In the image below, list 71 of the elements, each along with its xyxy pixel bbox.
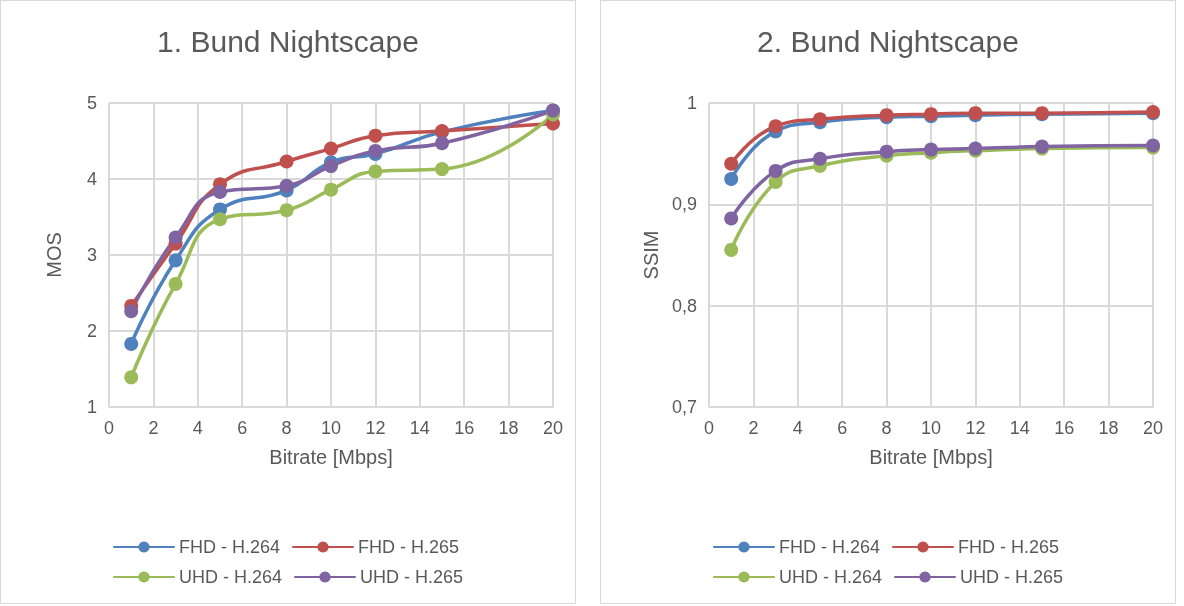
- point: [279, 203, 294, 218]
- legend-label: UHD - H.265: [960, 567, 1064, 587]
- point: [213, 184, 227, 199]
- x-tick-label: 2: [148, 418, 159, 438]
- point: [879, 144, 894, 159]
- y-axis-title: MOS: [43, 232, 65, 278]
- x-tick-label: 14: [409, 418, 430, 438]
- point: [724, 211, 739, 226]
- x-tick-label: 16: [454, 418, 475, 438]
- point: [168, 230, 183, 245]
- point: [324, 159, 338, 174]
- x-tick-label: 20: [542, 418, 564, 438]
- legend-label: FHD - H.265: [958, 537, 1060, 557]
- y-tick-label: 1: [86, 397, 97, 417]
- x-tick-label: 20: [1142, 418, 1164, 438]
- y-axis-title: SSIM: [640, 230, 663, 280]
- point: [435, 162, 449, 177]
- point: [124, 336, 139, 351]
- point: [368, 164, 383, 179]
- x-tick-label: 0: [703, 418, 715, 438]
- x-tick-label: 4: [792, 418, 803, 438]
- y-tick-label: 0,9: [671, 194, 697, 215]
- x-tick-label: 0: [103, 418, 115, 438]
- point: [124, 370, 139, 385]
- x-tick-label: 6: [237, 418, 248, 438]
- x-tick-label: 2: [748, 418, 759, 438]
- y-tick-label: 1: [686, 93, 697, 113]
- x-tick-label: 6: [837, 418, 848, 438]
- y-tick-label: 4: [86, 169, 97, 189]
- legend-label: FHD - H.265: [358, 537, 460, 557]
- point: [324, 182, 338, 197]
- chart-title: 2. Bund Nightscape: [757, 24, 1019, 58]
- x-tick-label: 12: [365, 418, 386, 438]
- point: [724, 156, 739, 171]
- point: [279, 178, 294, 193]
- point: [168, 253, 183, 268]
- x-tick-label: 14: [1009, 418, 1030, 438]
- x-tick-label: 18: [498, 418, 519, 438]
- point: [279, 154, 294, 169]
- point: [435, 136, 449, 151]
- x-axis-title: Bitrate [Mbps]: [869, 446, 993, 468]
- legend-label: UHD - H.264: [178, 567, 283, 587]
- x-tick-label: 10: [920, 418, 942, 438]
- y-tick-label: 5: [86, 93, 97, 113]
- x-tick-label: 4: [192, 418, 203, 438]
- legend-label: FHD - H.264: [778, 537, 881, 557]
- point: [213, 212, 227, 227]
- legend-label: UHD - H.265: [360, 567, 464, 587]
- x-tick-label: 8: [281, 418, 292, 438]
- point: [368, 128, 383, 143]
- point: [724, 172, 739, 186]
- x-tick-label: 16: [1054, 418, 1075, 438]
- point: [768, 119, 783, 134]
- y-tick-label: 0,8: [671, 295, 697, 316]
- point: [124, 304, 139, 319]
- y-tick-label: 2: [86, 321, 97, 341]
- x-tick-label: 10: [320, 418, 342, 438]
- x-tick-label: 12: [965, 418, 986, 438]
- x-tick-label: 8: [881, 418, 892, 438]
- point: [813, 151, 827, 166]
- chart-title: 1. Bund Nightscape: [157, 24, 419, 58]
- point: [724, 242, 739, 257]
- y-tick-label: 3: [86, 245, 97, 265]
- x-tick-label: 18: [1098, 418, 1119, 438]
- x-axis-title: Bitrate [Mbps]: [269, 446, 393, 468]
- legend-label: FHD - H.264: [178, 537, 281, 557]
- point: [324, 141, 338, 156]
- y-tick-label: 0,7: [671, 397, 697, 417]
- legend-label: UHD - H.264: [778, 567, 883, 587]
- point: [768, 163, 783, 178]
- point: [168, 276, 183, 291]
